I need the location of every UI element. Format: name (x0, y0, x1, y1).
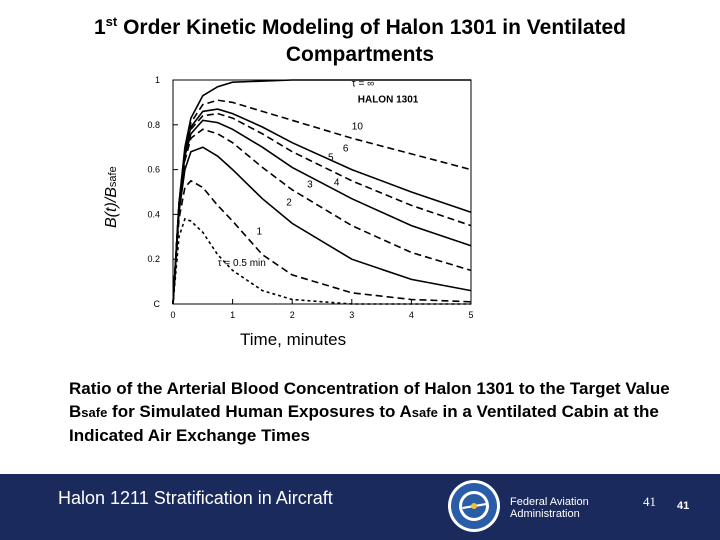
series-line-inf (172, 79, 471, 305)
figure-caption: Ratio of the Arterial Blood Concentratio… (69, 379, 670, 445)
series-label: 10 (352, 121, 364, 132)
page-number: 41 (643, 494, 656, 509)
x-tick-label: 2 (290, 310, 295, 320)
series-line-6 (172, 108, 472, 305)
series-label: τ = ∞ (352, 79, 374, 90)
slide-title: 1st Order Kinetic Modeling of Halon 1301… (93, 14, 626, 66)
legend-text: HALON 1301 (358, 94, 419, 105)
series-line-5 (172, 112, 472, 305)
series-label: 5 (328, 153, 334, 164)
footer-bar: Halon 1211 Stratification in Aircraft Fe… (0, 474, 720, 540)
y-tick-label: 0.4 (147, 209, 160, 219)
x-tick-label: 3 (349, 310, 354, 320)
series-line-0_5 (172, 217, 471, 305)
x-tick-label: 0 (170, 310, 175, 320)
agency-name: Federal Aviation Administration (510, 496, 589, 520)
y-tick-label: C (154, 299, 161, 309)
series-line-3 (172, 128, 472, 305)
y-tick-label: 0.8 (147, 120, 160, 130)
series-line-1 (172, 179, 472, 305)
page-number-secondary: 41 (677, 500, 690, 512)
y-tick-label: 1 (155, 75, 160, 85)
series-label: 6 (343, 144, 349, 155)
x-tick-label: 5 (468, 310, 473, 320)
series-line-4 (172, 119, 472, 305)
x-tick-label: 1 (230, 310, 235, 320)
series-label: 2 (286, 197, 292, 208)
series-label: τ = 0.5 min (218, 258, 266, 269)
faa-seal-icon (448, 480, 500, 532)
plot-frame (172, 79, 472, 305)
x-axis-label: Time, minutes (240, 330, 347, 349)
x-tick-label: 4 (409, 310, 414, 320)
y-tick-label: 0.6 (147, 165, 160, 175)
series-label: 1 (256, 227, 262, 238)
series-label: 3 (307, 180, 313, 191)
footer-title: Halon 1211 Stratification in Aircraft (58, 488, 333, 508)
series-line-2 (172, 146, 472, 305)
y-tick-label: 0.2 (147, 254, 160, 264)
y-axis-label: B(t)/Bsafe (103, 166, 120, 228)
series-line-10 (172, 99, 472, 305)
series-label: 4 (334, 177, 340, 188)
